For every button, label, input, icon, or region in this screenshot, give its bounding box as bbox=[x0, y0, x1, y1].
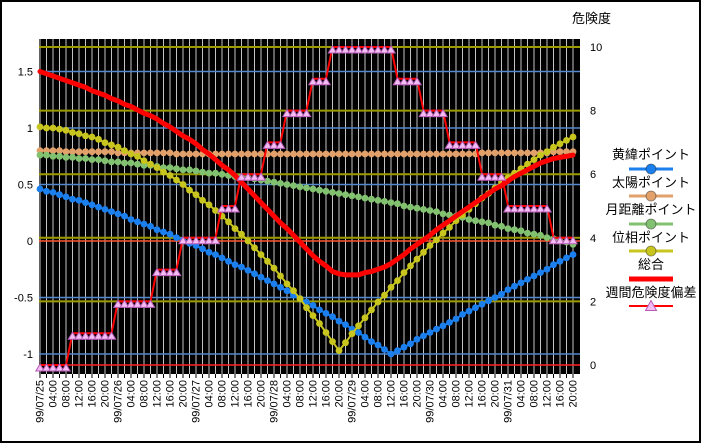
svg-text:-0.5: -0.5 bbox=[14, 293, 33, 305]
svg-text:04:00: 04:00 bbox=[126, 380, 138, 408]
legend: 黄緯ポイント 太陽ポイント 月距離ポイント 位相ポイント 総合週間危険度偏差 bbox=[598, 147, 699, 313]
svg-text:08:00: 08:00 bbox=[529, 380, 541, 408]
svg-text:08:00: 08:00 bbox=[295, 380, 307, 408]
series-5 bbox=[37, 69, 576, 278]
legend-item-6: 週間危険度偏差 bbox=[598, 284, 699, 313]
x-tick-labels: 99/07/25 04:00 08:00 12:00 16:00 20:00 99/07/2… bbox=[35, 380, 580, 423]
svg-text:20:00: 20:00 bbox=[178, 380, 190, 408]
legend-label: 月距離ポイント bbox=[605, 202, 697, 218]
svg-text:1: 1 bbox=[27, 123, 33, 135]
svg-text:6: 6 bbox=[590, 169, 596, 181]
svg-text:04:00: 04:00 bbox=[438, 380, 450, 408]
svg-text:16:00: 16:00 bbox=[399, 380, 411, 408]
svg-text:08:00: 08:00 bbox=[217, 380, 229, 408]
svg-text:12:00: 12:00 bbox=[464, 380, 476, 408]
legend-label: 週間危険度偏差 bbox=[605, 284, 697, 300]
svg-text:12:00: 12:00 bbox=[542, 380, 554, 408]
legend-marker-circle-icon bbox=[629, 218, 673, 230]
svg-text:04:00: 04:00 bbox=[516, 380, 528, 408]
svg-text:99/07/25: 99/07/25 bbox=[35, 380, 47, 423]
legend-label: 総合 bbox=[637, 257, 664, 273]
svg-text:04:00: 04:00 bbox=[360, 380, 372, 408]
svg-text:20:00: 20:00 bbox=[412, 380, 424, 408]
svg-text:08:00: 08:00 bbox=[139, 380, 151, 408]
svg-text:08:00: 08:00 bbox=[61, 380, 73, 408]
legend-label: 太陽ポイント bbox=[611, 174, 690, 190]
svg-text:08:00: 08:00 bbox=[451, 380, 463, 408]
legend-label: 黄緯ポイント bbox=[611, 147, 690, 162]
x-axis-ticks bbox=[39, 374, 574, 378]
legend-marker-circle-icon bbox=[629, 190, 673, 202]
left-axis-labels: 1.5 1 0.5 0 -0.5 -1 bbox=[14, 67, 33, 362]
svg-text:04:00: 04:00 bbox=[282, 380, 294, 408]
svg-text:04:00: 04:00 bbox=[48, 380, 60, 408]
svg-text:20:00: 20:00 bbox=[256, 380, 268, 408]
svg-text:20:00: 20:00 bbox=[334, 380, 346, 408]
svg-text:16:00: 16:00 bbox=[477, 380, 489, 408]
svg-text:10: 10 bbox=[590, 42, 602, 54]
series-1 bbox=[36, 185, 577, 358]
right-axis-labels: 10 8 6 4 2 0 bbox=[590, 42, 602, 372]
svg-text:99/07/27: 99/07/27 bbox=[191, 380, 203, 423]
legend-label: 位相ポイント bbox=[611, 229, 690, 245]
svg-text:20:00: 20:00 bbox=[490, 380, 502, 408]
svg-text:16:00: 16:00 bbox=[321, 380, 333, 408]
legend-item-4: 位相ポイント bbox=[598, 229, 699, 258]
svg-text:04:00: 04:00 bbox=[204, 380, 216, 408]
svg-text:99/07/28: 99/07/28 bbox=[269, 380, 281, 423]
svg-text:12:00: 12:00 bbox=[308, 380, 320, 408]
legend-marker-circle-icon bbox=[629, 163, 673, 174]
svg-text:16:00: 16:00 bbox=[165, 380, 177, 408]
svg-text:16:00: 16:00 bbox=[555, 380, 567, 408]
legend-marker-triangle-icon bbox=[629, 300, 673, 312]
svg-text:99/07/30: 99/07/30 bbox=[425, 380, 437, 423]
svg-text:20:00: 20:00 bbox=[568, 380, 580, 408]
svg-text:1.5: 1.5 bbox=[18, 67, 33, 79]
right-axis-title: 危険度 bbox=[572, 11, 612, 26]
svg-text:0: 0 bbox=[590, 360, 596, 372]
legend-item-3: 月距離ポイント bbox=[598, 202, 699, 230]
svg-text:12:00: 12:00 bbox=[386, 380, 398, 408]
series-6 bbox=[34, 45, 579, 372]
svg-text:20:00: 20:00 bbox=[100, 380, 112, 408]
svg-text:08:00: 08:00 bbox=[373, 380, 385, 408]
svg-text:16:00: 16:00 bbox=[243, 380, 255, 408]
svg-text:12:00: 12:00 bbox=[74, 380, 86, 408]
legend-item-2: 太陽ポイント bbox=[598, 174, 699, 203]
legend-item-1: 黄緯ポイント bbox=[598, 147, 699, 175]
svg-text:-1: -1 bbox=[23, 349, 33, 361]
svg-text:0.5: 0.5 bbox=[18, 180, 33, 192]
svg-text:12:00: 12:00 bbox=[230, 380, 242, 408]
svg-text:2: 2 bbox=[590, 296, 596, 308]
svg-text:8: 8 bbox=[590, 106, 596, 118]
legend-item-5: 総合 bbox=[598, 257, 699, 285]
svg-text:0: 0 bbox=[27, 236, 33, 248]
legend-marker-circle-icon bbox=[629, 245, 673, 257]
svg-text:99/07/26: 99/07/26 bbox=[113, 380, 125, 423]
svg-text:12:00: 12:00 bbox=[152, 380, 164, 408]
plot-area bbox=[39, 39, 580, 374]
svg-text:16:00: 16:00 bbox=[87, 380, 99, 408]
svg-text:4: 4 bbox=[590, 233, 596, 245]
legend-marker-thick-line-icon bbox=[629, 276, 673, 282]
svg-text:99/07/29: 99/07/29 bbox=[347, 380, 359, 423]
svg-text:99/07/31: 99/07/31 bbox=[503, 380, 515, 423]
